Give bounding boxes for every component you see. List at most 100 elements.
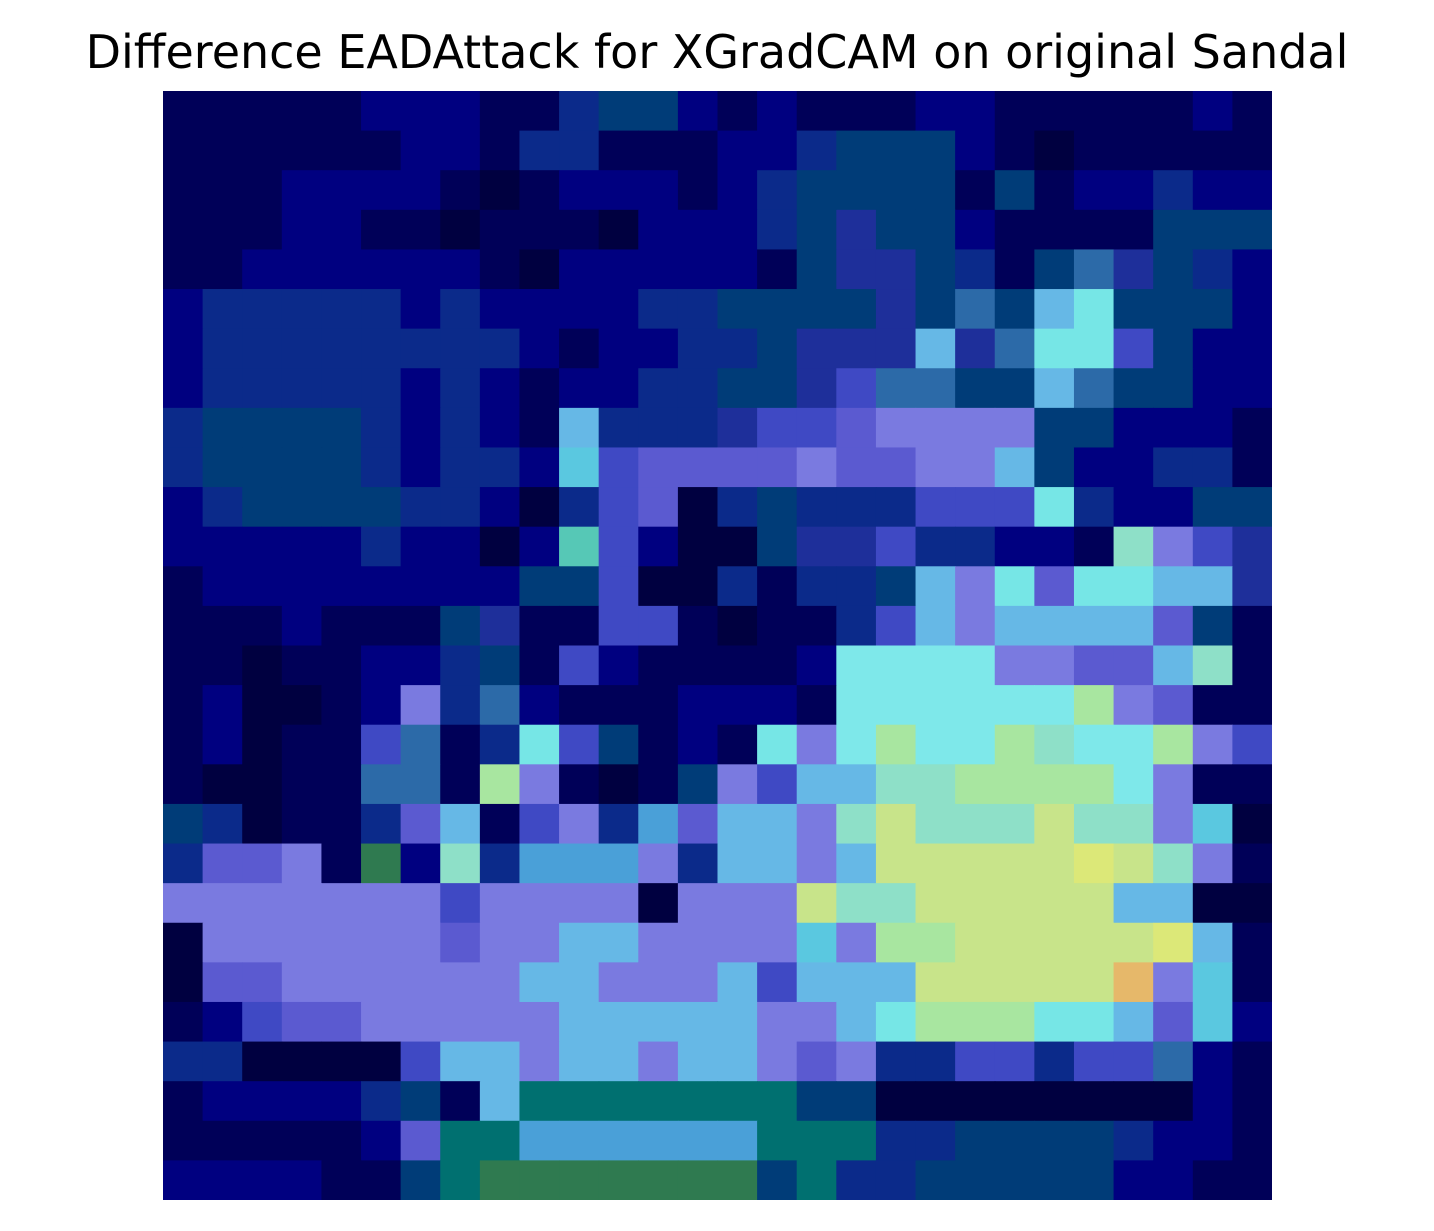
- heatmap-cell: [915, 962, 956, 1003]
- heatmap-cell: [836, 289, 877, 330]
- heatmap-cell: [202, 645, 243, 686]
- heatmap-cell: [836, 803, 877, 845]
- heatmap-cell: [915, 1081, 956, 1122]
- heatmap-cell: [281, 487, 323, 528]
- heatmap-cell: [875, 566, 917, 607]
- heatmap-cell: [994, 130, 1035, 171]
- heatmap-cell: [1232, 1001, 1272, 1043]
- heatmap-cell: [281, 249, 323, 290]
- heatmap-cell: [1232, 249, 1272, 290]
- heatmap-cell: [638, 605, 679, 647]
- heatmap-cell: [955, 685, 996, 726]
- heatmap-cell: [1073, 170, 1115, 211]
- heatmap-cell: [519, 1160, 560, 1200]
- heatmap-cell: [163, 883, 204, 924]
- heatmap-cell: [1034, 566, 1075, 607]
- heatmap-cell: [321, 526, 362, 567]
- heatmap-cell: [757, 328, 798, 369]
- heatmap-cell: [519, 289, 560, 330]
- heatmap-cell: [994, 724, 1035, 765]
- heatmap-cell: [479, 605, 521, 647]
- heatmap-cell: [796, 249, 837, 290]
- heatmap-cell: [400, 526, 441, 567]
- heatmap-cell: [915, 724, 956, 765]
- heatmap-cell: [163, 368, 204, 409]
- heatmap-cell: [1153, 605, 1194, 647]
- heatmap-cell: [1113, 803, 1154, 845]
- heatmap-cell: [321, 407, 362, 449]
- heatmap-cell: [994, 764, 1035, 805]
- heatmap-cell: [440, 368, 481, 409]
- heatmap-cell: [361, 1081, 402, 1122]
- heatmap-cell: [836, 724, 877, 765]
- heatmap-cell: [519, 526, 560, 567]
- heatmap-cell: [875, 209, 917, 251]
- heatmap-cell: [321, 447, 362, 488]
- heatmap-cell: [1232, 289, 1272, 330]
- heatmap-cell: [638, 843, 679, 884]
- heatmap-cell: [1232, 328, 1272, 369]
- heatmap-cell: [796, 566, 837, 607]
- heatmap-cell: [638, 724, 679, 765]
- heatmap-cell: [1073, 922, 1115, 963]
- heatmap-cell: [1073, 447, 1115, 488]
- heatmap-cell: [994, 249, 1035, 290]
- heatmap-cell: [321, 328, 362, 369]
- heatmap-cell: [400, 249, 441, 290]
- heatmap-cell: [1073, 843, 1115, 884]
- heatmap-cell: [519, 764, 560, 805]
- heatmap-cell: [1153, 526, 1194, 567]
- heatmap-cell: [677, 249, 719, 290]
- heatmap-cell: [796, 289, 837, 330]
- heatmap-cell: [1232, 764, 1272, 805]
- heatmap-cell: [400, 605, 441, 647]
- heatmap-cell: [163, 1081, 204, 1122]
- heatmap-cell: [677, 526, 719, 567]
- heatmap-cell: [1192, 487, 1233, 528]
- heatmap-cell: [836, 368, 877, 409]
- heatmap-cell: [1153, 764, 1194, 805]
- heatmap-cell: [242, 1001, 283, 1043]
- heatmap-cell: [796, 803, 837, 845]
- heatmap-cell: [1153, 843, 1194, 884]
- heatmap-cell: [321, 91, 362, 132]
- heatmap-cell: [519, 843, 560, 884]
- heatmap-cell: [242, 1120, 283, 1161]
- heatmap-cell: [400, 803, 441, 845]
- heatmap-cell: [361, 487, 402, 528]
- heatmap-cell: [163, 685, 204, 726]
- heatmap-cell: [400, 843, 441, 884]
- heatmap-cell: [479, 289, 521, 330]
- heatmap-cell: [717, 922, 758, 963]
- heatmap-cell: [361, 843, 402, 884]
- heatmap-cell: [836, 91, 877, 132]
- heatmap-cell: [598, 368, 639, 409]
- heatmap-cell: [717, 91, 758, 132]
- heatmap-cell: [163, 843, 204, 884]
- heatmap-cell: [321, 685, 362, 726]
- heatmap-cell: [1232, 962, 1272, 1003]
- heatmap-cell: [202, 764, 243, 805]
- heatmap-cell: [361, 685, 402, 726]
- heatmap-cell: [400, 764, 441, 805]
- heatmap-cell: [836, 487, 877, 528]
- heatmap-cell: [1232, 645, 1272, 686]
- heatmap-cell: [559, 764, 600, 805]
- heatmap-cell: [955, 526, 996, 567]
- heatmap-cell: [519, 1120, 560, 1161]
- heatmap-cell: [955, 883, 996, 924]
- heatmap-cell: [321, 803, 362, 845]
- heatmap-cell: [559, 566, 600, 607]
- heatmap-cell: [875, 170, 917, 211]
- heatmap-cell: [163, 447, 204, 488]
- heatmap-cell: [875, 447, 917, 488]
- heatmap-cell: [361, 526, 402, 567]
- heatmap-cell: [875, 289, 917, 330]
- heatmap-cell: [242, 487, 283, 528]
- heatmap-cell: [796, 685, 837, 726]
- heatmap-cell: [598, 209, 639, 251]
- heatmap-cell: [638, 249, 679, 290]
- heatmap-cell: [400, 130, 441, 171]
- heatmap-cell: [321, 1001, 362, 1043]
- heatmap-cell: [163, 289, 204, 330]
